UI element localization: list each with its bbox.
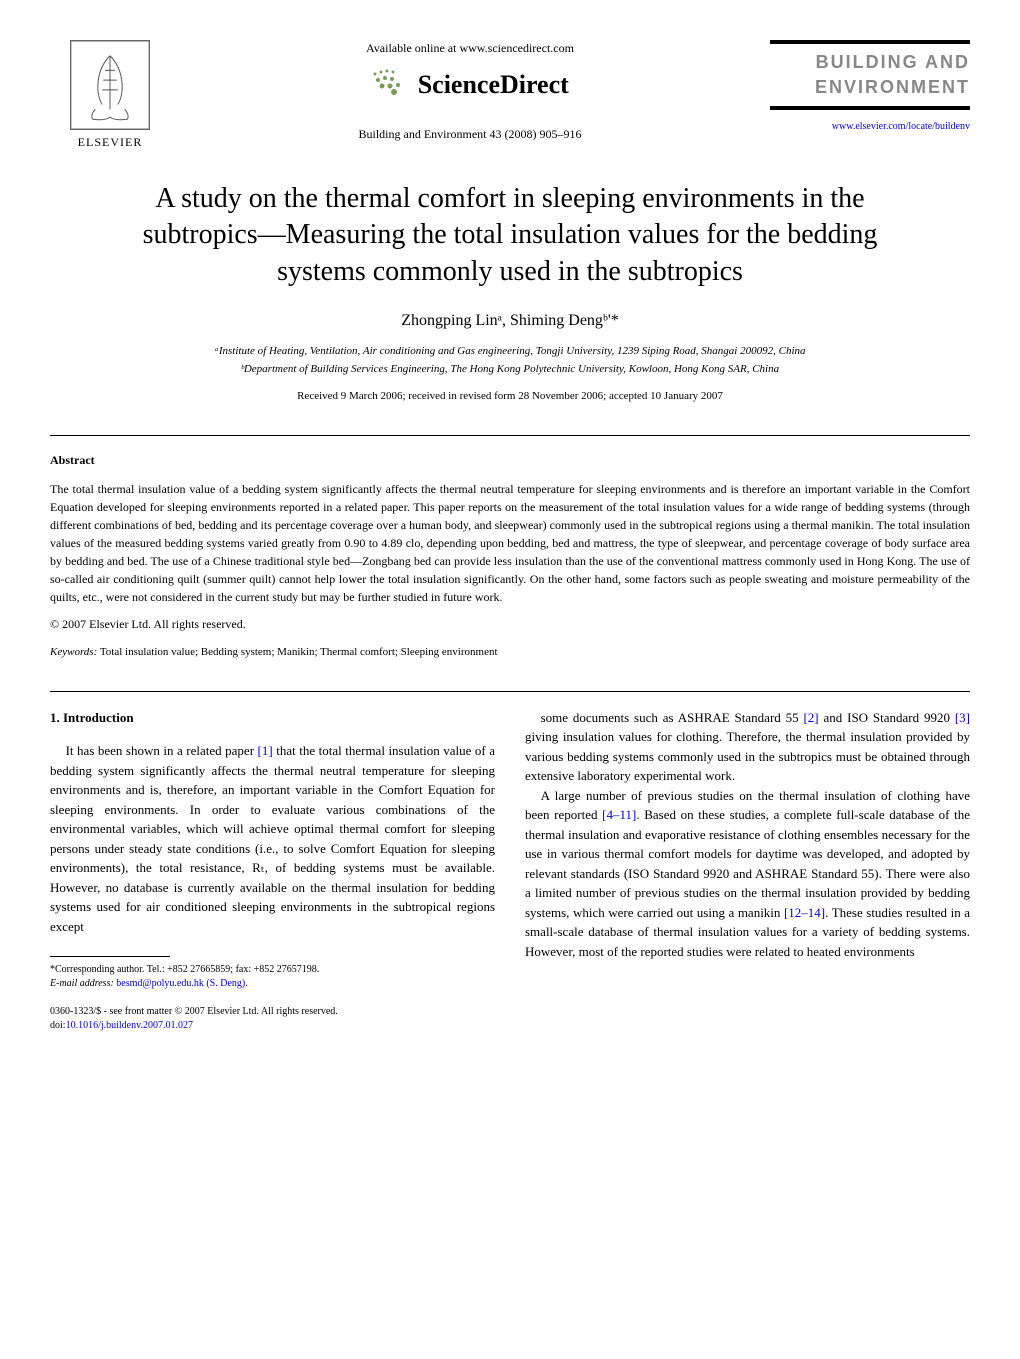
- journal-logo: BUILDING AND ENVIRONMENT www.elsevier.co…: [770, 40, 970, 134]
- section-heading: 1. Introduction: [50, 708, 495, 728]
- available-online-text: Available online at www.sciencedirect.co…: [170, 40, 770, 57]
- article-dates: Received 9 March 2006; received in revis…: [50, 389, 970, 404]
- bottom-matter: 0360-1323/$ - see front matter © 2007 El…: [50, 1005, 495, 1033]
- elsevier-label: ELSEVIER: [78, 134, 143, 151]
- email-label: E-mail address:: [50, 978, 116, 989]
- ref-link[interactable]: [2]: [803, 710, 818, 725]
- body-columns: 1. Introduction It has been shown in a r…: [50, 708, 970, 1034]
- journal-title-line2: ENVIRONMENT: [770, 75, 970, 100]
- center-header: Available online at www.sciencedirect.co…: [170, 40, 770, 143]
- email-address[interactable]: besmd@polyu.edu.hk (S. Deng).: [116, 978, 247, 989]
- keywords-label: Keywords:: [50, 646, 97, 658]
- journal-reference: Building and Environment 43 (2008) 905–9…: [170, 126, 770, 143]
- paragraph: some documents such as ASHRAE Standard 5…: [525, 708, 970, 786]
- abstract-copyright: © 2007 Elsevier Ltd. All rights reserved…: [50, 616, 970, 633]
- paragraph: A large number of previous studies on th…: [525, 786, 970, 962]
- ref-link[interactable]: [3]: [955, 710, 970, 725]
- article-title: A study on the thermal comfort in sleepi…: [110, 181, 910, 290]
- elsevier-logo: ELSEVIER: [50, 40, 170, 151]
- footnote: *Corresponding author. Tel.: +852 276658…: [50, 963, 495, 991]
- divider: [50, 435, 970, 436]
- doi-label: doi:: [50, 1020, 66, 1031]
- affiliation-a: ᵃInstitute of Heating, Ventilation, Air …: [50, 344, 970, 359]
- ref-link[interactable]: [4–11]: [602, 807, 636, 822]
- ref-link[interactable]: [12–14]: [784, 905, 825, 920]
- keywords: Keywords: Total insulation value; Beddin…: [50, 645, 970, 660]
- corresponding-author: *Corresponding author. Tel.: +852 276658…: [50, 963, 495, 977]
- doi[interactable]: 10.1016/j.buildenv.2007.01.027: [66, 1020, 193, 1031]
- journal-url[interactable]: www.elsevier.com/locate/buildenv: [770, 120, 970, 134]
- journal-title-line1: BUILDING AND: [770, 50, 970, 75]
- affiliations: ᵃInstitute of Heating, Ventilation, Air …: [50, 344, 970, 377]
- keywords-text: Total insulation value; Bedding system; …: [97, 646, 497, 658]
- footnote-divider: [50, 956, 170, 957]
- header-row: ELSEVIER Available online at www.science…: [50, 40, 970, 151]
- doi-line: doi:10.1016/j.buildenv.2007.01.027: [50, 1019, 495, 1033]
- email-line: E-mail address: besmd@polyu.edu.hk (S. D…: [50, 977, 495, 991]
- elsevier-tree-icon: [70, 40, 150, 130]
- divider: [50, 691, 970, 692]
- sciencedirect-dots-icon: [371, 68, 405, 106]
- affiliation-b: ᵇDepartment of Building Services Enginee…: [50, 362, 970, 377]
- sciencedirect-text: ScienceDirect: [418, 70, 569, 99]
- sciencedirect-logo: ScienceDirect: [170, 67, 770, 106]
- abstract-text: The total thermal insulation value of a …: [50, 480, 970, 606]
- front-matter: 0360-1323/$ - see front matter © 2007 El…: [50, 1005, 495, 1019]
- ref-link[interactable]: [1]: [258, 743, 273, 758]
- abstract-heading: Abstract: [50, 452, 970, 469]
- paragraph: It has been shown in a related paper [1]…: [50, 741, 495, 936]
- journal-title-box: BUILDING AND ENVIRONMENT: [770, 40, 970, 110]
- authors: Zhongping Linᵃ, Shiming Dengᵇ'*: [50, 310, 970, 332]
